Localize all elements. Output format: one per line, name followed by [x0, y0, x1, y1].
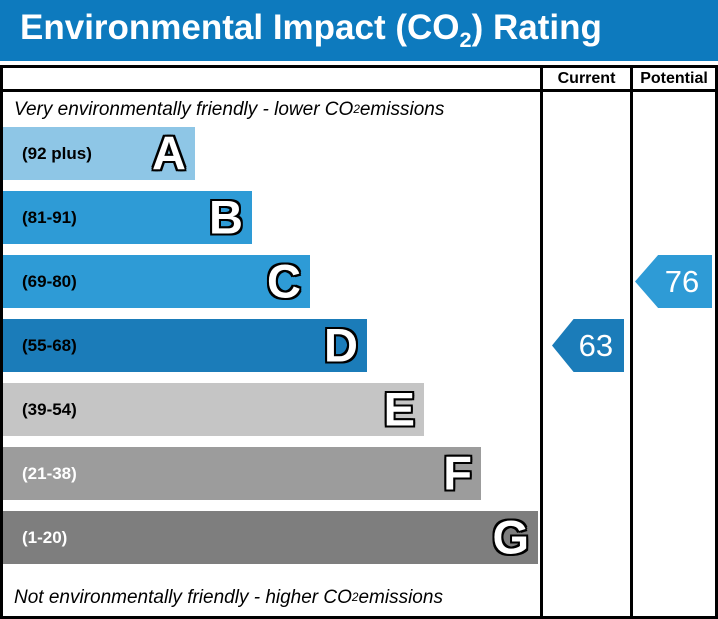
band-range-label: (1-20) [22, 527, 68, 547]
header-potential-cell: Potential [630, 68, 715, 89]
current-rating-arrow: 63 [552, 319, 624, 372]
band-range-label: (81-91) [22, 207, 77, 227]
potential-rating-value: 76 [664, 263, 700, 299]
title-bar: Environmental Impact (CO2) Rating [0, 0, 718, 61]
top-caption: Very environmentally friendly - lower CO… [3, 92, 540, 127]
rating-scale-column: Very environmentally friendly - lower CO… [3, 92, 540, 616]
top-caption-text: Very environmentally friendly - lower CO [14, 98, 354, 120]
band-range-label: (69-80) [22, 271, 77, 291]
table-body-row: Very environmentally friendly - lower CO… [3, 92, 715, 616]
header-main-cell [3, 68, 540, 89]
band-range-label: (39-54) [22, 399, 77, 419]
table-header-row: Current Potential [3, 68, 715, 92]
band-range-label: (55-68) [22, 335, 77, 355]
header-current-cell: Current [540, 68, 630, 89]
band-range-label: (21-38) [22, 463, 77, 483]
potential-column: 76 [630, 92, 715, 616]
title-subscript-2: 2 [459, 27, 472, 52]
band-letter: F [443, 445, 472, 499]
band-g: (1-20) G [3, 509, 538, 564]
band-d: (55-68) D [3, 317, 367, 372]
bottom-caption: Not environmentally friendly - higher CO… [3, 579, 540, 616]
band-f: (21-38) F [3, 445, 481, 500]
band-range-label: (92 plus) [22, 143, 92, 163]
page-title-suffix: ) Rating [471, 8, 602, 47]
top-caption-subscript-2: 2 [353, 103, 360, 116]
page-title: Environmental Impact (CO2) Rating [20, 8, 602, 53]
band-letter: G [492, 509, 529, 563]
band-letter: A [152, 125, 186, 179]
bottom-caption-text: Not environmentally friendly - higher CO [14, 586, 352, 608]
bottom-caption-suffix: emissions [358, 586, 443, 608]
current-rating-value: 63 [578, 327, 614, 363]
rating-bands: (92 plus) A (81-91) B (69-80) C (55-68) D (39-54… [3, 125, 540, 575]
band-letter: C [267, 253, 301, 307]
band-e: (39-54) E [3, 381, 424, 436]
bottom-caption-subscript-2: 2 [351, 591, 359, 604]
band-c: (69-80) C [3, 253, 310, 308]
band-letter: D [324, 317, 358, 371]
potential-rating-arrow: 76 [635, 255, 712, 308]
page-title-text: Environmental Impact (CO [20, 8, 460, 47]
band-b: (81-91) B [3, 189, 252, 244]
top-caption-suffix: emissions [359, 98, 445, 120]
band-letter: E [383, 381, 415, 435]
band-a: (92 plus) A [3, 125, 195, 180]
rating-table: Current Potential Very environmentally f… [0, 65, 718, 619]
current-column: 63 [540, 92, 630, 616]
band-letter: B [209, 189, 243, 243]
